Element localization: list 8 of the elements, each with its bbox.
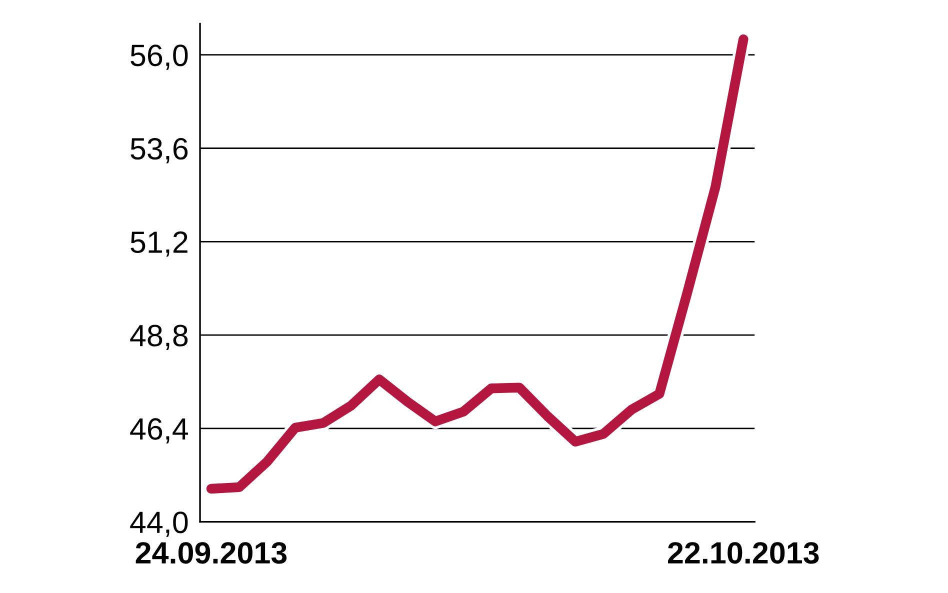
- y-tick-label: 44,0: [130, 512, 188, 537]
- y-tick-label: 53,6: [130, 138, 188, 164]
- y-tick-label: 56,0: [130, 44, 188, 70]
- y-tick-label: 48,8: [130, 324, 188, 350]
- x-tick-label: 24.09.2013: [136, 542, 287, 564]
- y-tick-label: 51,2: [130, 231, 188, 257]
- x-tick-label: 22.10.2013: [668, 542, 819, 564]
- y-tick-label: 46,4: [130, 418, 188, 444]
